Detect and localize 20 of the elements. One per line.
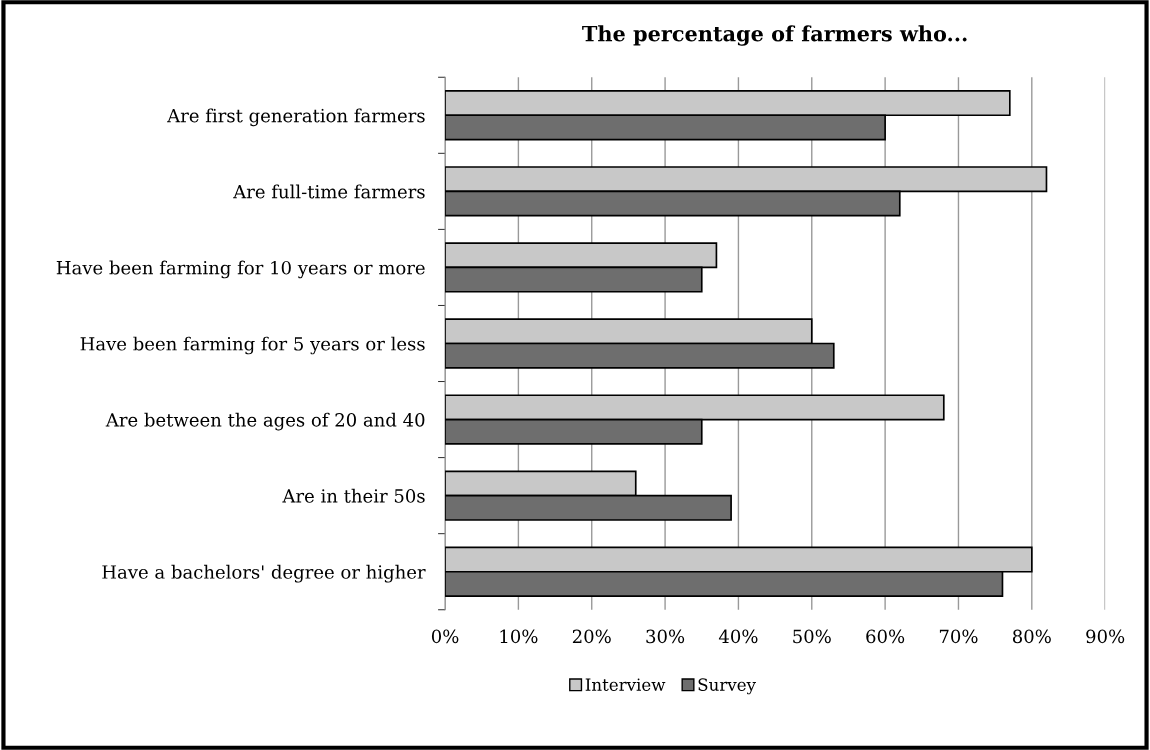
x-tick-label: 40%: [718, 629, 758, 644]
y-tick-label: Are first generation farmers: [167, 108, 425, 127]
legend-label: Interview: [585, 678, 666, 691]
chart-title: The percentage of farmers who...: [582, 25, 967, 46]
x-tick-label: 0%: [431, 629, 459, 644]
y-tick-label: Have been farming for 5 years or less: [80, 336, 425, 355]
y-tick-label: Have a bachelors' degree or higher: [102, 564, 426, 583]
x-tick-label: 60%: [866, 629, 905, 644]
x-tick-label: 90%: [1086, 629, 1125, 644]
x-tick-label: 80%: [1012, 629, 1051, 644]
x-tick-label: 50%: [793, 629, 831, 644]
legend-label: Survey: [698, 678, 756, 695]
y-tick-label: Are between the ages of 20 and 40: [105, 412, 425, 431]
x-tick-label: 10%: [500, 629, 538, 644]
y-tick-label: Have been farming for 10 years or more: [56, 260, 425, 279]
x-tick-label: 20%: [572, 629, 611, 644]
y-tick-label: Are in their 50s: [282, 488, 425, 503]
y-tick-label: Are full-time farmers: [233, 184, 425, 199]
x-tick-label: 70%: [939, 629, 978, 644]
x-tick-label: 30%: [646, 629, 685, 644]
